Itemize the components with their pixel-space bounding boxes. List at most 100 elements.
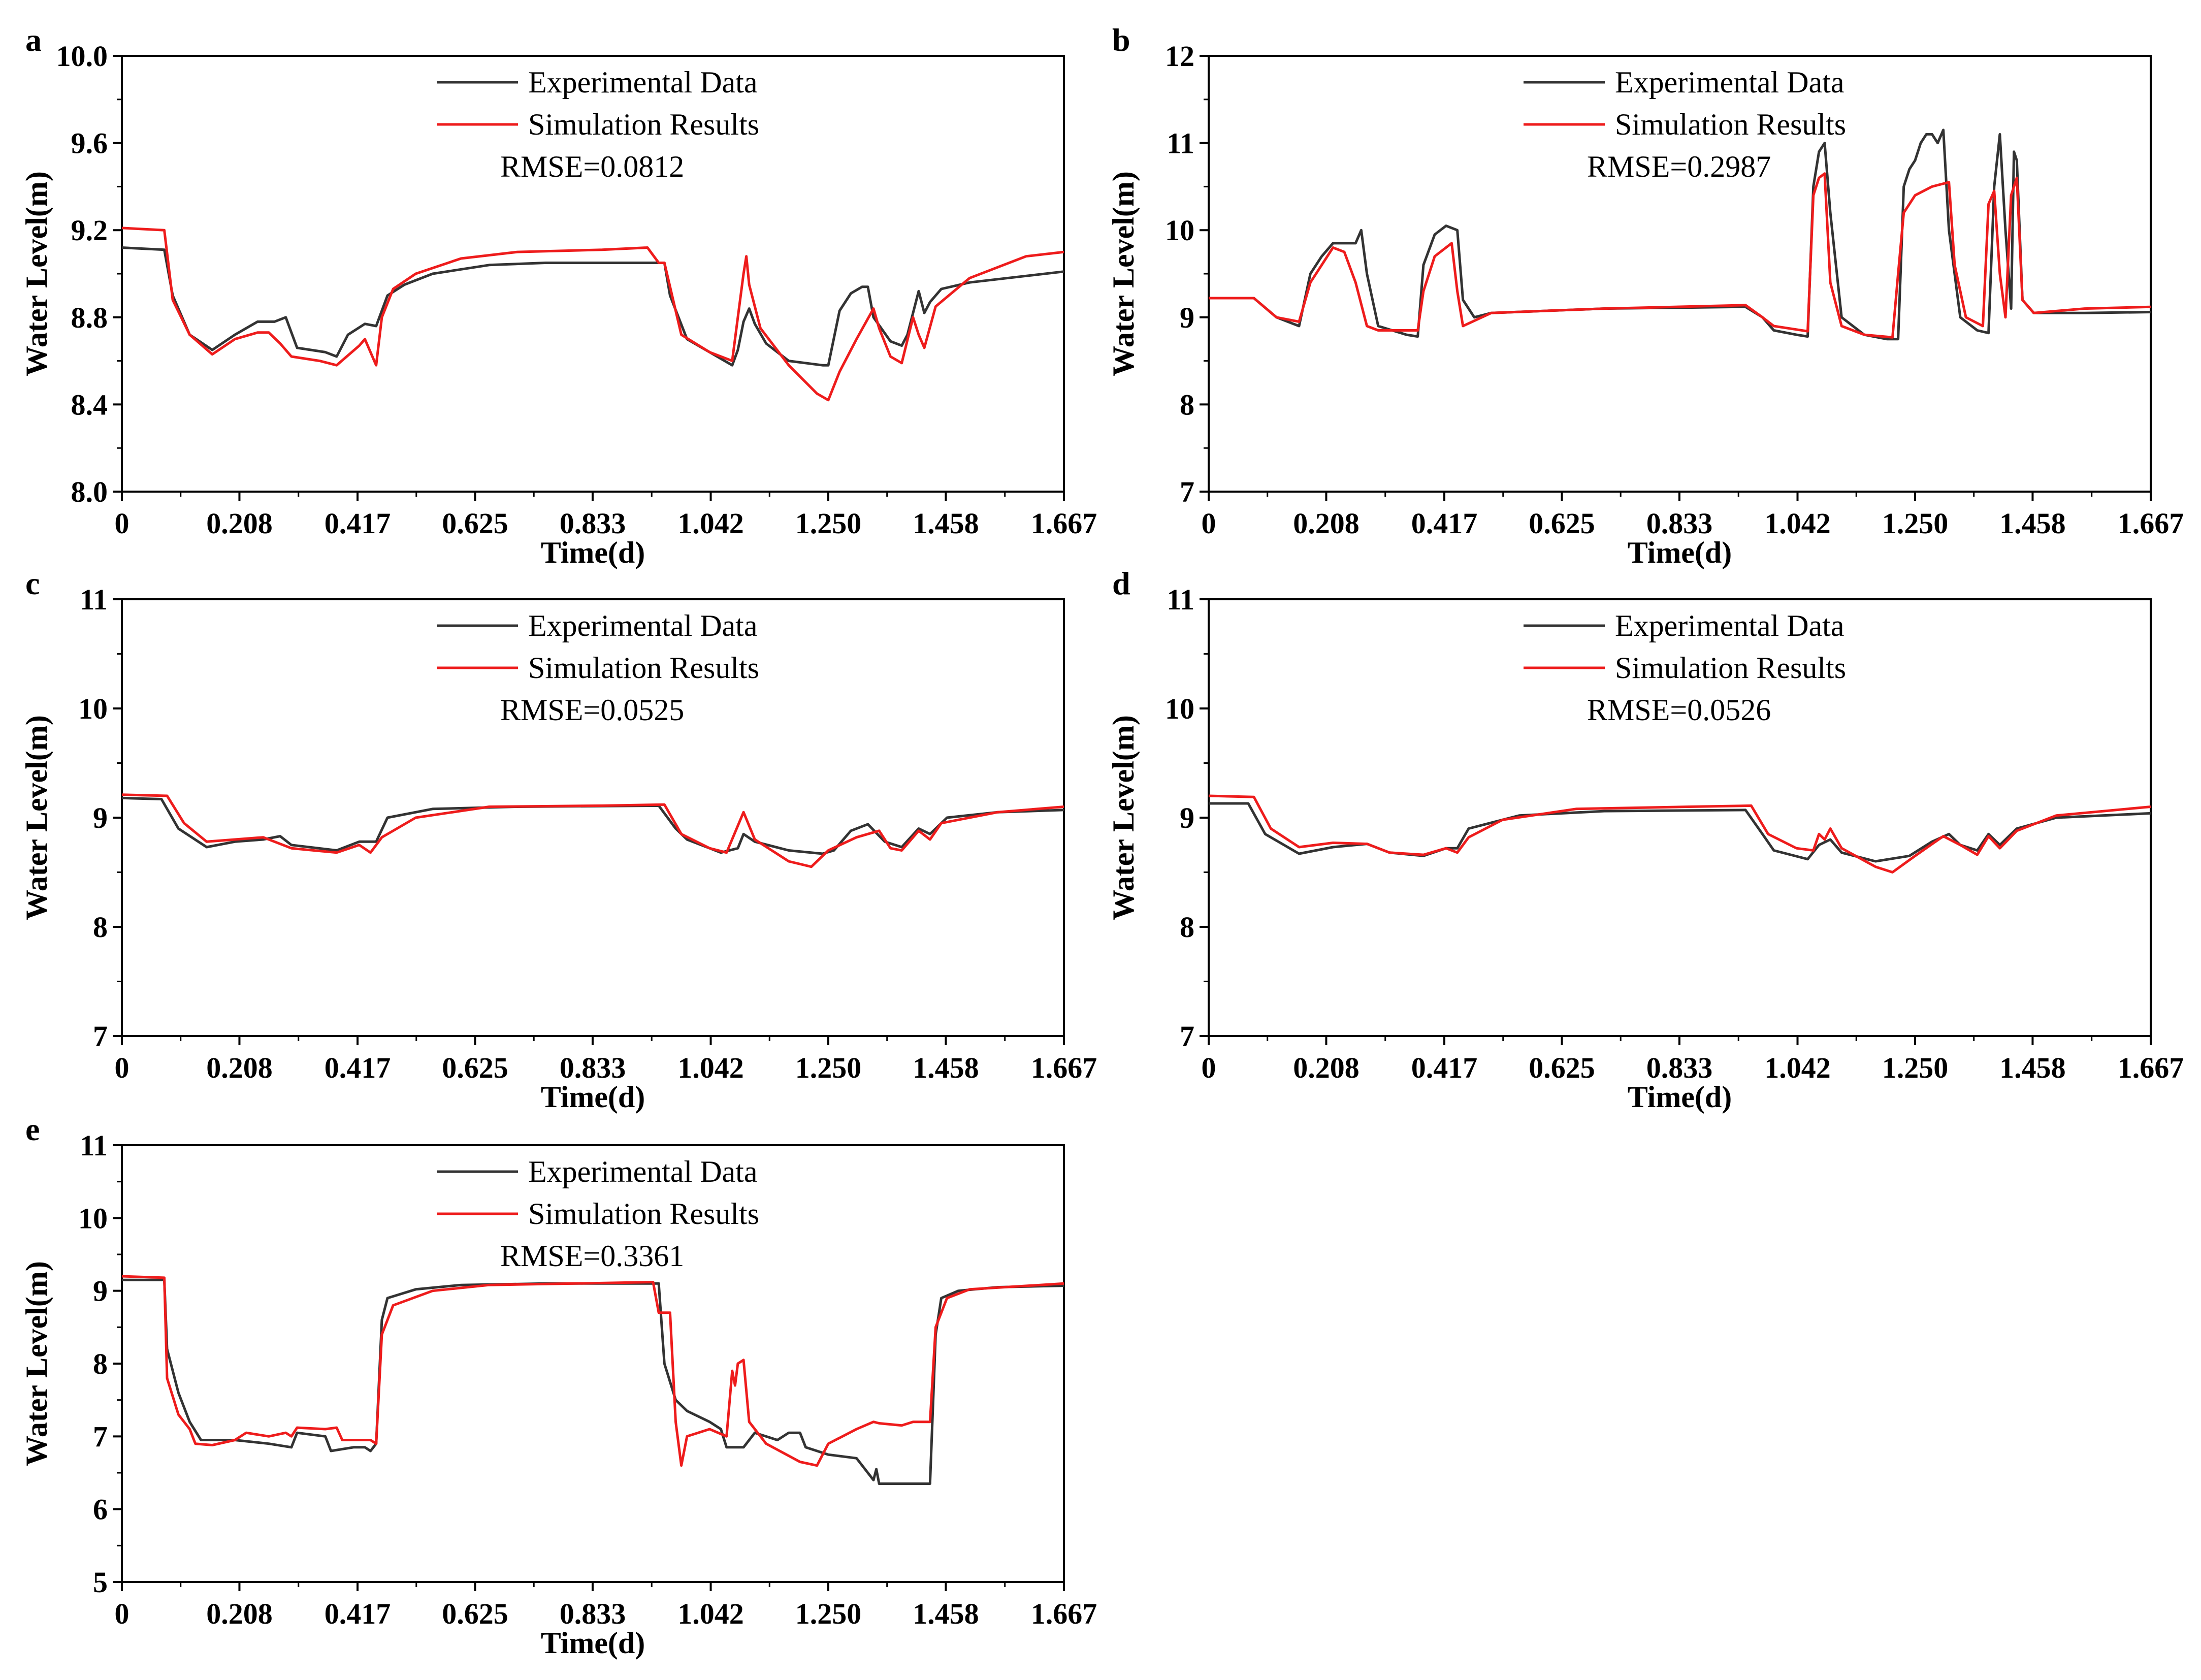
x-axis-label: Time(d): [541, 1626, 645, 1660]
rmse-annotation: RMSE=0.0812: [500, 150, 684, 183]
x-tick-label: 0.417: [325, 1597, 391, 1630]
panel-b: b 0 0.208 0.417 0.625 0.833 1.042 1.250 1.458 1.6…: [1107, 22, 2184, 569]
x-tick-label: 1.250: [1882, 507, 1949, 540]
y-tick-label: 12: [1165, 40, 1194, 73]
y-axis-label: Water Level(m): [1107, 171, 1140, 376]
x-tick-label: 1.250: [795, 507, 862, 540]
y-tick-label: 8: [93, 1347, 108, 1380]
y-tick-label: 10: [78, 1202, 108, 1235]
legend-label-simulation: Simulation Results: [528, 651, 759, 685]
y-tick-label: 10: [78, 692, 108, 725]
x-tick-label: 0.417: [1411, 1051, 1478, 1084]
y-tick-label: 10: [1165, 214, 1194, 247]
legend-label-experimental: Experimental Data: [528, 609, 757, 642]
y-tick-label: 9: [93, 801, 108, 834]
x-tick-label: 0.208: [206, 507, 273, 540]
y-tick-label: 10: [1165, 692, 1194, 725]
x-tick-label: 1.667: [1031, 1051, 1097, 1084]
y-tick-label: 8: [93, 911, 108, 944]
x-tick-label: 1.042: [677, 1597, 744, 1630]
x-axis-label: Time(d): [541, 1080, 645, 1114]
x-tick-label: 1.458: [913, 1597, 979, 1630]
rmse-annotation: RMSE=0.0525: [500, 693, 684, 727]
legend-label-experimental: Experimental Data: [1615, 609, 1844, 642]
legend: Experimental Data Simulation Results: [1524, 66, 1846, 141]
panel-letter: d: [1112, 565, 1130, 601]
legend: Experimental Data Simulation Results: [1524, 609, 1846, 685]
legend-label-simulation: Simulation Results: [1615, 108, 1846, 141]
x-axis-label: Time(d): [1628, 536, 1732, 569]
x-axis-label: Time(d): [541, 536, 645, 569]
x-tick-label: 1.667: [1031, 1597, 1097, 1630]
y-tick-label: 11: [1167, 127, 1194, 160]
y-axis-label: Water Level(m): [20, 1261, 53, 1466]
x-tick-label: 0.833: [560, 507, 626, 540]
x-tick-label: 0.417: [325, 1051, 391, 1084]
panel-letter: c: [25, 565, 40, 601]
simulation-results-line: [1208, 794, 2151, 874]
x-tick-label: 1.042: [1764, 507, 1831, 540]
x-tick-label: 0.208: [1293, 1051, 1360, 1084]
x-tick-label: 0: [1202, 1051, 1216, 1084]
y-tick-label: 8: [1180, 388, 1194, 421]
x-tick-label: 0.208: [206, 1597, 273, 1630]
y-axis-label: Water Level(m): [1107, 715, 1140, 920]
series-group: [121, 227, 1064, 402]
y-tick-label: 6: [93, 1493, 108, 1526]
series-group: [1209, 128, 2151, 341]
y-tick-label: 11: [1167, 583, 1194, 616]
rmse-annotation: RMSE=0.3361: [500, 1239, 684, 1273]
experimental-data-line: [121, 246, 1064, 367]
legend-label-experimental: Experimental Data: [528, 66, 757, 99]
x-tick-label: 1.458: [1999, 1051, 2066, 1084]
x-tick-label: 0.625: [1529, 507, 1595, 540]
x-tick-label: 1.458: [1999, 507, 2066, 540]
y-tick-label: 5: [93, 1566, 108, 1599]
x-tick-label: 1.042: [677, 507, 744, 540]
x-tick-label: 0: [1202, 507, 1216, 540]
legend: Experimental Data Simulation Results: [437, 1155, 759, 1231]
experimental-data-line: [1209, 128, 2151, 341]
y-tick-label: 9: [1180, 301, 1194, 334]
panel-d: d 0 0.208 0.417 0.625 0.833 1.042 1.250 1.458 1.6…: [1107, 565, 2184, 1114]
panel-c: c 0 0.208 0.417 0.625 0.833 1.042 1.250 1.458 1.6…: [20, 565, 1097, 1114]
experimental-data-line: [122, 1278, 1064, 1485]
x-tick-label: 1.250: [795, 1051, 862, 1084]
y-tick-label: 7: [93, 1020, 108, 1053]
y-tick-label: 9.2: [71, 214, 108, 247]
x-tick-label: 0.833: [560, 1051, 626, 1084]
rmse-annotation: RMSE=0.0526: [1587, 693, 1771, 727]
y-tick-label: 9: [1180, 801, 1194, 834]
simulation-results-line: [121, 793, 1064, 868]
x-tick-label: 0.625: [442, 1597, 508, 1630]
y-axis-label: Water Level(m): [20, 171, 53, 376]
legend-label-experimental: Experimental Data: [1615, 66, 1844, 99]
x-axis-label: Time(d): [1628, 1080, 1732, 1114]
x-tick-label: 0.208: [1293, 507, 1360, 540]
x-tick-label: 0.625: [442, 507, 508, 540]
x-tick-label: 0: [115, 1597, 130, 1630]
legend: Experimental Data Simulation Results: [437, 609, 759, 685]
x-tick-label: 0.417: [1411, 507, 1478, 540]
x-tick-label: 1.667: [2118, 507, 2184, 540]
y-tick-label: 8.8: [71, 301, 108, 334]
x-tick-label: 1.250: [795, 1597, 862, 1630]
legend-label-simulation: Simulation Results: [528, 108, 759, 141]
panel-letter: e: [25, 1111, 40, 1147]
x-tick-label: 1.667: [1031, 507, 1097, 540]
x-tick-label: 0: [115, 507, 130, 540]
simulation-results-line: [121, 1275, 1064, 1467]
panel-letter: a: [25, 22, 42, 58]
y-tick-label: 7: [1180, 1020, 1194, 1053]
x-tick-label: 0.625: [442, 1051, 508, 1084]
x-tick-label: 0.208: [206, 1051, 273, 1084]
x-tick-label: 1.458: [913, 1051, 979, 1084]
x-tick-label: 0.833: [560, 1597, 626, 1630]
x-tick-label: 0.625: [1529, 1051, 1595, 1084]
x-tick-label: 0.833: [1646, 507, 1713, 540]
legend: Experimental Data Simulation Results: [437, 66, 759, 141]
panel-letter: b: [1112, 22, 1130, 58]
y-tick-label: 9: [93, 1275, 108, 1308]
legend-label-simulation: Simulation Results: [528, 1197, 759, 1231]
